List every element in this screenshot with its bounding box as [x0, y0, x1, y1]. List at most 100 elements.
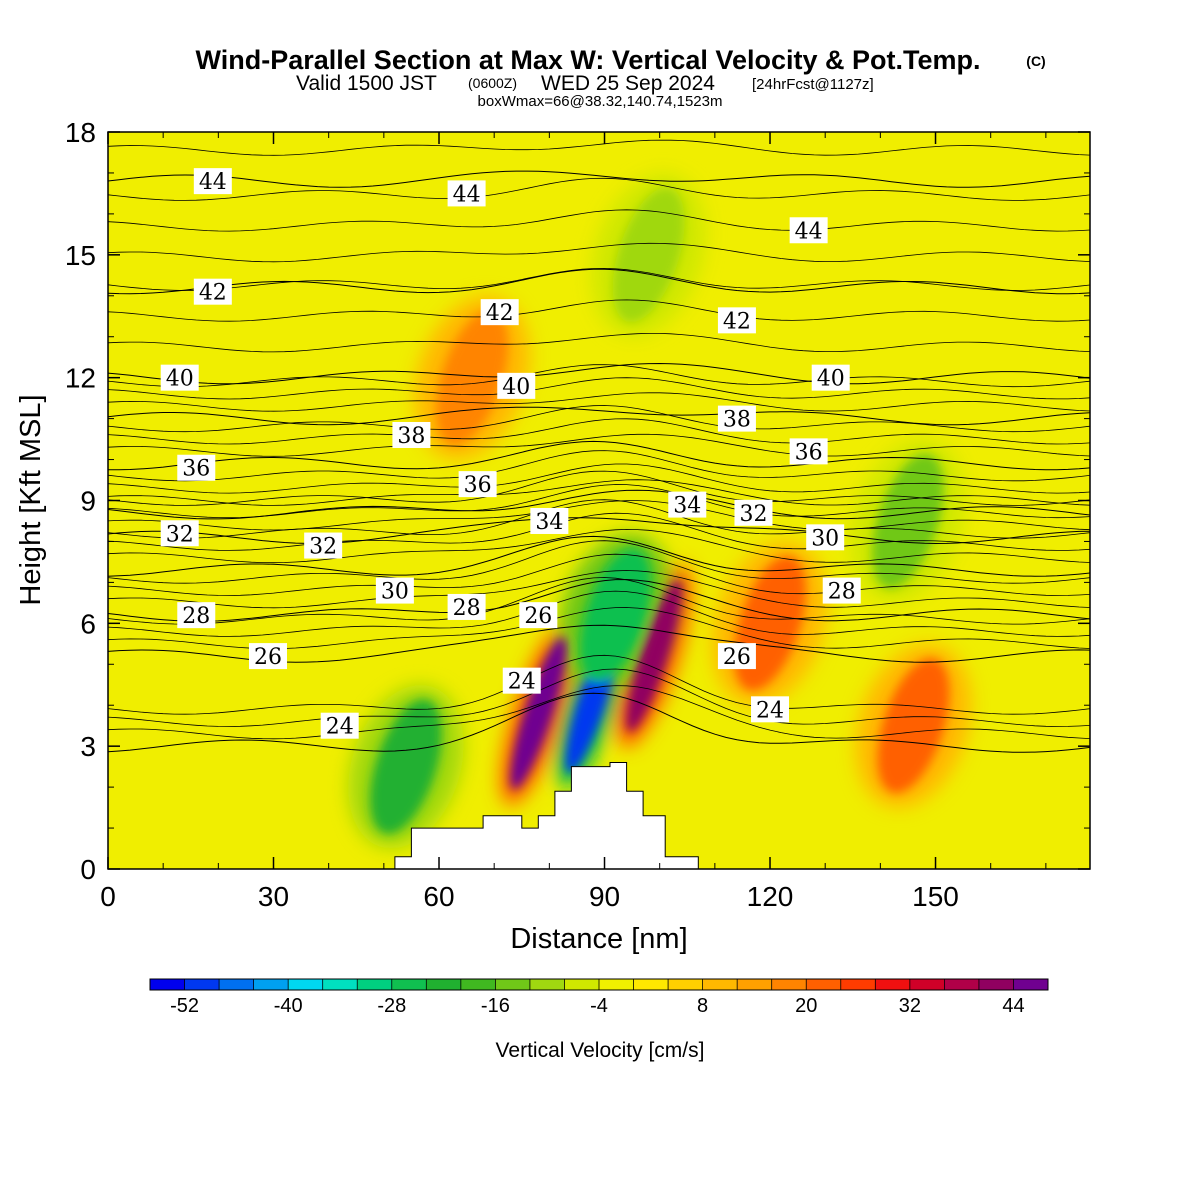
x-tick-label: 90 — [589, 881, 620, 912]
theta-contour-line — [108, 512, 1090, 551]
theta-contour-line — [108, 654, 1090, 715]
theta-contour-line — [108, 406, 1090, 426]
colorbar-swatch — [288, 979, 324, 990]
contour-label: 34 — [535, 510, 563, 535]
x-tick-label: 60 — [423, 881, 454, 912]
velocity-core — [612, 187, 685, 323]
theta-contour-line — [108, 535, 1090, 577]
velocity-core — [370, 699, 442, 834]
theta-contour-line — [108, 489, 1090, 520]
x-axis-title: Distance [nm] — [510, 923, 687, 955]
colorbar-swatch — [771, 979, 807, 990]
colorbar-tick-label: -16 — [481, 995, 510, 1017]
contour-label-box — [502, 667, 541, 694]
chart-title: Wind-Parallel Section at Max W: Vertical… — [196, 45, 981, 75]
contour-label-box — [375, 577, 414, 604]
theta-contour-line — [108, 433, 1090, 457]
contour-label-box — [458, 471, 497, 498]
theta-contour-line — [108, 479, 1090, 506]
y-axis-title: Height [Kft MSL] — [15, 394, 47, 605]
theta-contour-line — [108, 470, 1090, 506]
contour-label-box — [717, 405, 756, 432]
contour-label-box — [160, 364, 199, 391]
colorbar-swatch — [737, 979, 773, 990]
contour-label: 42 — [486, 301, 514, 326]
contour-label-box — [320, 712, 359, 739]
colorbar-swatch — [633, 979, 669, 990]
valid-time: Valid 1500 JST — [296, 72, 437, 95]
colorbar-swatch — [460, 979, 496, 990]
theta-contour-labels: 44 44 44 42 42 42 40 40 40 38 38 36 36 36 34 34 32 32 32 30… — [160, 168, 861, 740]
theta-contour-line — [108, 362, 1090, 385]
plot-area: 44 44 44 42 42 42 40 40 40 38 38 36 36 36 34 34 32 32 32 30… — [108, 132, 1090, 869]
colorbar-tick-label: 32 — [899, 995, 921, 1017]
forecast-info: [24hrFcst@1127z] — [752, 76, 874, 93]
contour-label: 24 — [326, 715, 354, 740]
theta-contour-line — [108, 405, 1090, 433]
contour-label-box — [177, 454, 216, 481]
colorbar-tick-label: -52 — [170, 995, 199, 1017]
colorbar-swatch — [391, 979, 427, 990]
theta-contour-line — [108, 418, 1090, 445]
theta-contour-line — [108, 177, 1090, 201]
colorbar-swatch — [909, 979, 945, 990]
contour-label-box — [480, 299, 519, 326]
y-tick-label: 15 — [65, 240, 96, 271]
theta-contour-line — [108, 139, 1090, 156]
colorbar-tick-label: 44 — [1002, 995, 1024, 1017]
contour-label-box — [447, 593, 486, 620]
box-max-info: boxWmax=66@38.32,140.74,1523m — [478, 93, 723, 110]
colorbar-swatch — [944, 979, 980, 990]
contour-label: 42 — [723, 309, 751, 334]
contour-label-box — [789, 217, 828, 244]
theta-contour-line — [108, 364, 1090, 388]
contour-label: 36 — [795, 440, 823, 465]
colorbar-swatch — [150, 979, 186, 990]
theta-contour-line — [108, 268, 1090, 295]
theta-contour-line — [108, 267, 1090, 291]
contour-label: 40 — [166, 367, 194, 392]
colorbar-swatch — [840, 979, 876, 990]
contour-label: 28 — [453, 596, 481, 621]
terrain-mask — [108, 762, 1090, 869]
colorbar-swatch — [599, 979, 635, 990]
colorbar-swatch — [184, 979, 220, 990]
colorbar-swatch — [564, 979, 600, 990]
colorbar-swatch — [322, 979, 358, 990]
colorbar-swatch — [495, 979, 531, 990]
colorbar-frame — [149, 978, 1049, 991]
contour-label: 38 — [397, 424, 425, 449]
contour-label-box — [811, 364, 850, 391]
colorbar-swatch — [978, 979, 1014, 990]
contour-label-box — [717, 307, 756, 334]
contour-label: 24 — [508, 670, 536, 695]
contour-label: 26 — [723, 645, 751, 670]
contour-label-box — [519, 602, 558, 629]
colorbar-swatch — [875, 979, 911, 990]
x-tick-label: 30 — [258, 881, 289, 912]
contour-label-box — [304, 532, 343, 559]
theta-contour-line — [108, 590, 1090, 637]
contour-label-box — [193, 168, 232, 195]
contour-label: 42 — [199, 281, 227, 306]
colorbar-swatch — [253, 979, 289, 990]
colorbar-tick-label: 8 — [697, 995, 708, 1017]
y-tick-label: 18 — [65, 117, 96, 148]
contour-label: 34 — [673, 494, 701, 519]
theta-contour-line — [108, 570, 1090, 609]
x-tick-label: 0 — [100, 881, 116, 912]
contour-label: 44 — [199, 170, 227, 195]
contour-label: 44 — [453, 182, 481, 207]
contour-label-box — [193, 278, 232, 305]
contour-label: 38 — [723, 408, 751, 433]
contour-label: 32 — [739, 502, 767, 527]
contour-label: 26 — [524, 604, 552, 629]
velocity-core — [626, 579, 683, 733]
contour-label: 36 — [464, 473, 492, 498]
contour-label-box — [734, 499, 773, 526]
colorbar-tick-label: -40 — [274, 995, 303, 1017]
contour-label-box — [668, 491, 707, 518]
contour-label-box — [530, 507, 569, 534]
contour-label: 24 — [756, 698, 784, 723]
